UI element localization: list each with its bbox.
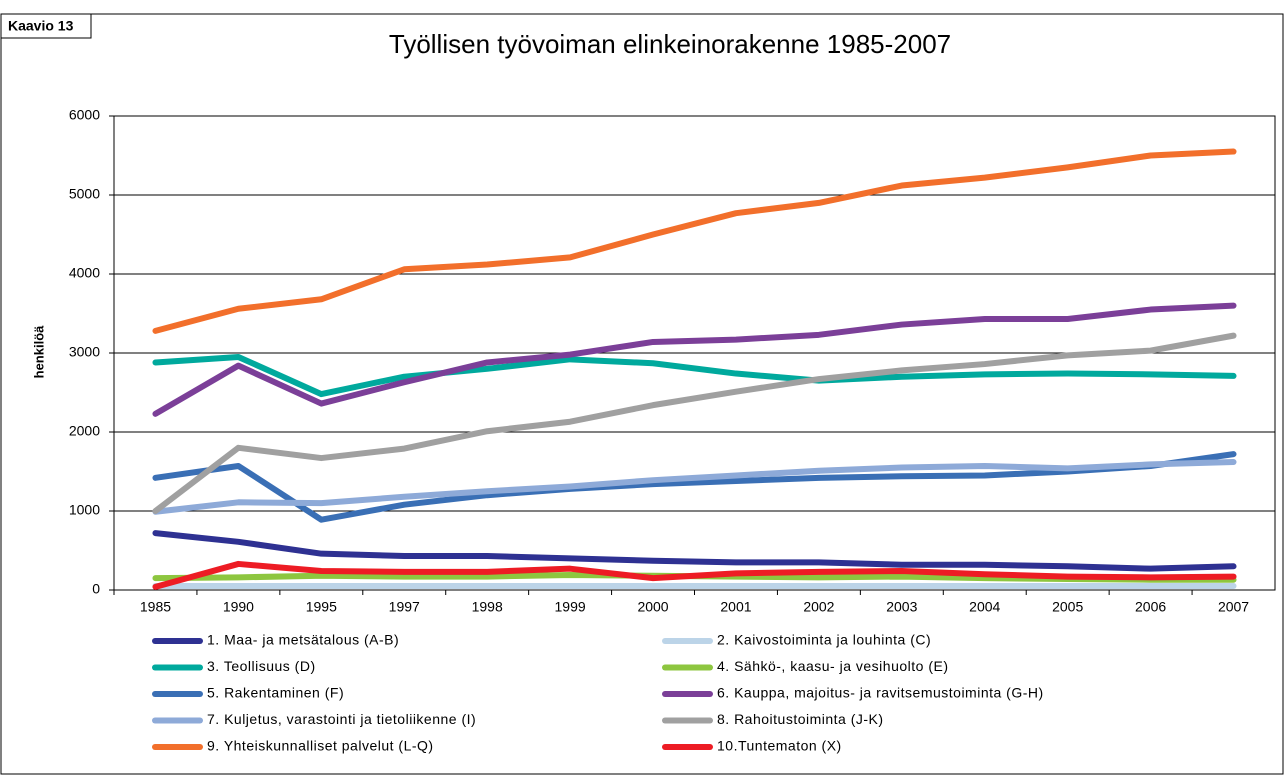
series-line [152,459,1237,515]
x-tick-label: 2003 [886,599,917,615]
y-tick-label: 6000 [69,107,100,123]
y-tick-label: 4000 [69,265,100,281]
legend-label: 7. Kuljetus, varastointi ja tietoliikenn… [207,711,476,727]
x-tick-label: 1998 [472,599,503,615]
series-line [152,451,1237,523]
legend-label: 4. Sähkö-, kaasu- ja vesihuolto (E) [717,658,949,674]
chart-label: Kaavio 13 [8,18,74,34]
legend-label: 2. Kaivostoiminta ja louhinta (C) [717,632,931,648]
legend-label: 3. Teollisuus (D) [207,658,316,674]
legend-label: 9. Yhteiskunnalliset palvelut (L-Q) [207,738,434,754]
legend-label: 1. Maa- ja metsätalous (A-B) [207,632,399,648]
x-tick-label: 2007 [1218,599,1249,615]
x-tick-label: 2002 [803,599,834,615]
chart-title: Työllisen työvoiman elinkeinorakenne 198… [389,29,951,59]
y-tick-label: 3000 [69,344,100,360]
x-tick-label: 1985 [140,599,171,615]
x-tick-label: 2004 [969,599,1000,615]
x-tick-label: 2001 [720,599,751,615]
y-axis-label: henkilöä [31,325,46,379]
series-line [152,560,1237,590]
x-tick-label: 2005 [1052,599,1083,615]
label-box [0,13,92,39]
series-line [152,148,1237,334]
x-tick-label: 1990 [223,599,254,615]
legend-label: 10.Tuntematon (X) [717,738,842,754]
y-tick-label: 5000 [69,186,100,202]
x-tick-label: 1999 [555,599,586,615]
x-tick-label: 2006 [1135,599,1166,615]
series-line [152,302,1237,417]
y-tick-label: 1000 [69,502,100,518]
x-tick-label: 1995 [306,599,337,615]
series-line [152,332,1237,514]
y-tick-label: 0 [92,581,100,597]
legend-label: 5. Rakentaminen (F) [207,685,344,701]
y-tick-label: 2000 [69,423,100,439]
series-line [152,530,1237,572]
x-tick-label: 1997 [389,599,420,615]
series-line [152,353,1237,398]
frame [0,13,1284,775]
legend-label: 6. Kauppa, majoitus- ja ravitsemustoimin… [717,685,1044,701]
x-tick-label: 2000 [637,599,668,615]
legend-label: 8. Rahoitustoiminta (J-K) [717,711,884,727]
